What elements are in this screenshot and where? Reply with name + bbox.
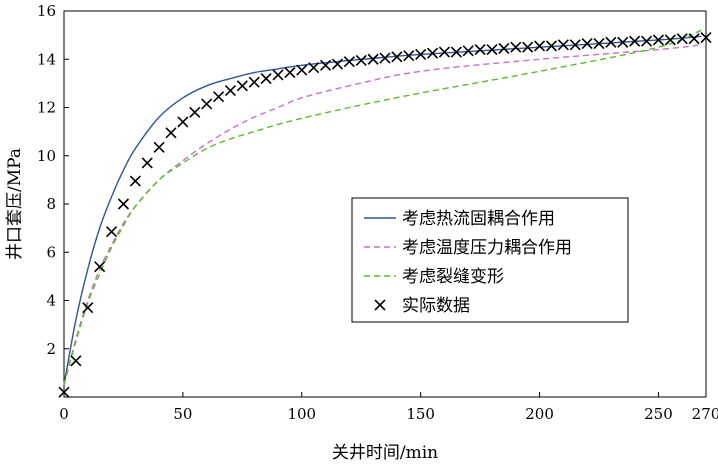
data-point-marker	[224, 85, 237, 97]
data-point-marker	[462, 45, 474, 57]
data-point-marker	[343, 56, 355, 68]
data-point-marker	[82, 302, 94, 314]
data-point-marker	[331, 58, 344, 70]
data-point-marker	[403, 50, 415, 62]
data-point-marker	[533, 40, 546, 52]
data-point-marker	[117, 198, 130, 210]
data-point-marker	[676, 33, 688, 45]
data-point-marker	[165, 127, 177, 139]
data-point-marker	[391, 51, 403, 63]
series-actual-data	[58, 31, 712, 398]
data-point-marker	[522, 41, 534, 53]
data-point-marker	[474, 44, 486, 56]
data-point-marker	[426, 47, 439, 59]
x-axis-label: 关井时间/min	[332, 443, 438, 463]
data-point-marker	[593, 38, 605, 50]
series-line-1	[63, 44, 702, 386]
data-point-marker	[605, 36, 617, 48]
data-point-marker	[498, 42, 510, 54]
plot-area: 0 50 100 150 200 250 270 2 4 6 8 10 12 14 16	[37, 2, 718, 423]
ticks-layer: 0 50 100 150 200 250 270 2 4 6 8 10 12 14 16	[37, 2, 718, 423]
data-point-marker	[557, 39, 569, 51]
x-tick-label: 200	[525, 405, 554, 423]
data-point-marker	[94, 261, 106, 273]
data-point-marker	[236, 80, 248, 92]
data-point-marker	[664, 34, 676, 46]
y-tick-label: 14	[37, 50, 56, 68]
data-point-marker	[652, 34, 665, 46]
y-tick-label: 6	[46, 243, 56, 261]
data-point-marker	[212, 91, 225, 103]
y-tick-label: 12	[37, 99, 56, 117]
data-point-marker	[129, 175, 141, 187]
series-line-2	[63, 29, 702, 386]
legend-box	[351, 197, 629, 323]
series-layer	[58, 29, 712, 398]
data-point-marker	[105, 226, 118, 238]
y-axis-label: 井口套压/MPa	[5, 148, 25, 260]
y-tick-label: 8	[46, 195, 56, 213]
data-point-marker	[581, 38, 593, 50]
data-point-marker	[153, 141, 165, 153]
data-point-marker	[260, 72, 272, 85]
legend-label: 考虑温度压力耦合作用	[402, 238, 572, 258]
data-point-marker	[141, 157, 153, 169]
x-tick-label: 50	[173, 405, 192, 423]
x-tick-label: 270	[692, 405, 718, 423]
data-point-marker	[629, 35, 641, 47]
data-point-marker	[510, 41, 522, 53]
data-point-marker	[640, 35, 653, 47]
data-point-marker	[355, 54, 367, 67]
x-tick-label: 150	[406, 405, 435, 423]
data-point-marker	[272, 69, 284, 81]
data-point-marker	[70, 355, 82, 367]
data-point-marker	[308, 62, 320, 74]
x-tick-label: 0	[59, 405, 69, 423]
data-point-marker	[486, 44, 498, 56]
y-tick-label: 4	[46, 292, 56, 310]
legend-label: 考虑热流固耦合作用	[402, 209, 555, 229]
y-tick-label: 16	[37, 2, 56, 20]
data-point-marker	[177, 116, 189, 128]
data-point-marker	[688, 33, 700, 45]
data-point-marker	[700, 31, 712, 44]
data-point-marker	[617, 36, 629, 48]
legend-marker-x	[374, 299, 386, 311]
data-point-marker	[284, 66, 296, 79]
legend-item: 实际数据	[374, 296, 470, 316]
legend-item: 考虑裂缝变形	[364, 267, 504, 287]
y-tick-label: 2	[46, 340, 56, 358]
data-point-marker	[415, 48, 427, 60]
data-point-marker	[367, 53, 379, 65]
x-tick-label: 100	[287, 405, 316, 423]
legend-label: 实际数据	[402, 296, 470, 316]
data-point-marker	[296, 64, 308, 76]
data-point-marker	[201, 98, 213, 110]
data-point-marker	[189, 106, 201, 118]
data-point-marker	[450, 46, 462, 58]
x-tick-label: 250	[644, 405, 673, 423]
y-tick-label: 10	[37, 147, 56, 165]
data-point-marker	[319, 59, 332, 71]
data-point-marker	[438, 46, 451, 58]
data-point-marker	[569, 39, 581, 51]
data-point-marker	[379, 52, 391, 64]
legend-label: 考虑裂缝变形	[402, 267, 504, 287]
data-point-marker	[545, 40, 558, 52]
data-point-marker	[248, 76, 260, 88]
legend-item: 考虑温度压力耦合作用	[364, 238, 572, 258]
legend-item: 考虑热流固耦合作用	[364, 209, 555, 229]
